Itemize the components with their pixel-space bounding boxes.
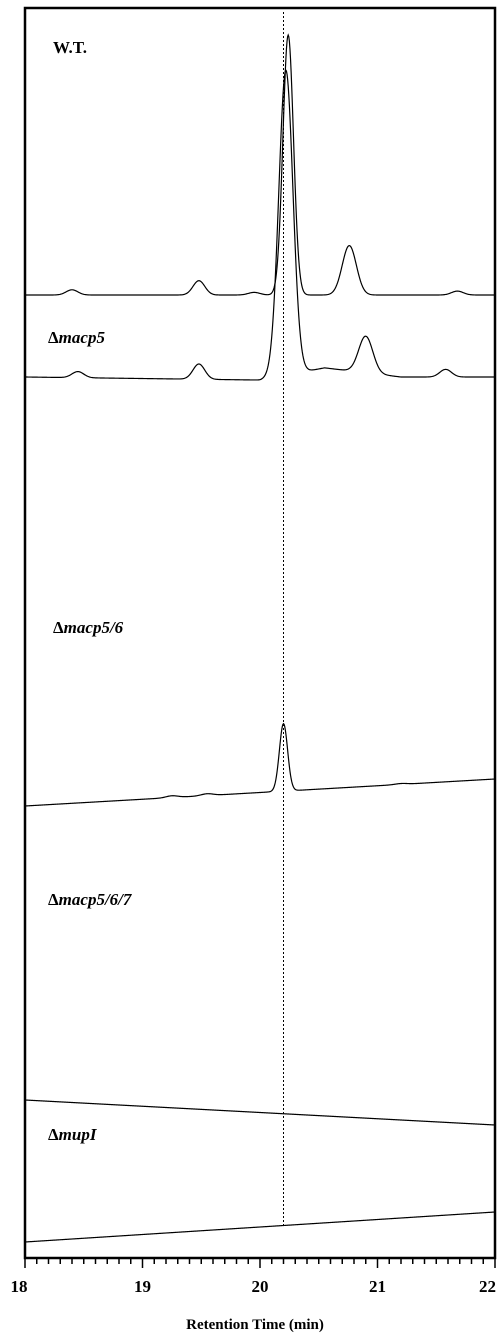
trace-line-4 [24, 1099, 496, 1126]
trace-line-3 [24, 722, 496, 807]
trace-label-3: Δmacp5/6 [53, 618, 124, 637]
trace-line-2 [24, 68, 495, 381]
x-tick-label-19: 19 [134, 1277, 151, 1296]
x-tick-label-18: 18 [11, 1277, 28, 1296]
x-axis-label: Retention Time (min) [186, 1317, 324, 1333]
trace-label-1: W.T. [53, 38, 87, 57]
x-tick-label-22: 22 [479, 1277, 496, 1296]
trace-label-5: ΔmupI [48, 1125, 98, 1144]
trace-label-4: Δmacp5/6/7 [48, 890, 133, 909]
trace-line-1 [25, 33, 495, 296]
x-tick-label-20: 20 [252, 1277, 269, 1296]
x-tick-label-21: 21 [369, 1277, 386, 1296]
trace-label-2: Δmacp5 [48, 328, 105, 347]
trace-line-5 [24, 1211, 496, 1243]
